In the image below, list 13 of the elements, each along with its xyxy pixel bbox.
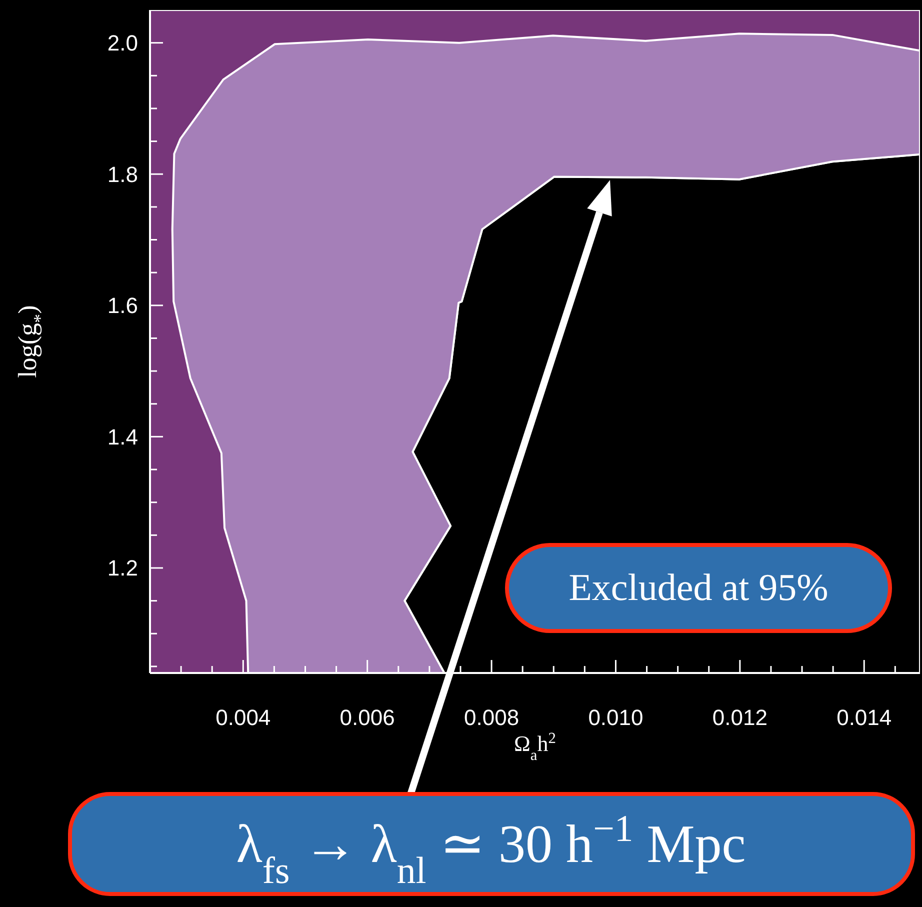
y-tick-label: 2.0 xyxy=(107,30,138,56)
x-tick-label: 0.004 xyxy=(216,705,271,730)
y-tick-label: 1.4 xyxy=(107,424,138,450)
y-tick-label: 1.8 xyxy=(107,162,138,187)
x-tick-label: 0.006 xyxy=(340,705,395,730)
y-tick-label: 1.6 xyxy=(107,293,138,318)
x-tick-label: 0.008 xyxy=(464,705,520,730)
x-tick-label: 0.014 xyxy=(836,705,892,730)
text: λ$_{fs}$ → λ$_{nl}$ ≃ 30 h$^{−1}$ Mpc xyxy=(236,808,746,892)
x-tick-label: 0.012 xyxy=(712,705,768,730)
x-tick-label: 0.010 xyxy=(588,705,644,730)
y-tick-label: 1.2 xyxy=(107,556,138,581)
x-axis-title: Ω$_{a}$h$^{2}$ xyxy=(514,730,556,764)
